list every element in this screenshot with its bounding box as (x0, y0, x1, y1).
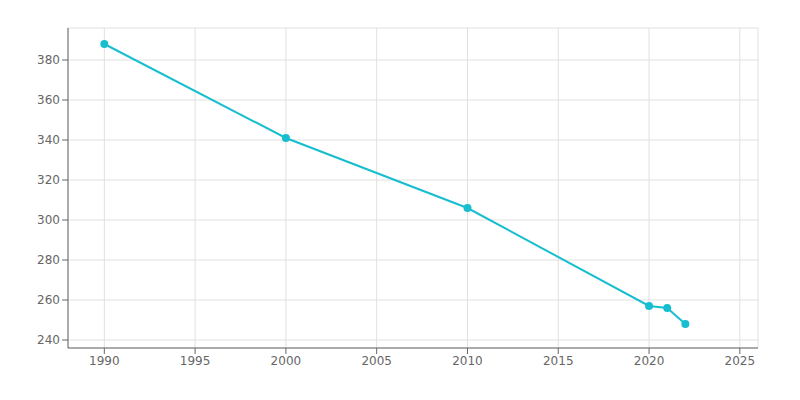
svg-text:360: 360 (37, 93, 60, 107)
svg-text:240: 240 (37, 333, 60, 347)
svg-text:300: 300 (37, 213, 60, 227)
svg-text:2010: 2010 (452, 354, 483, 368)
svg-text:1990: 1990 (89, 354, 120, 368)
svg-text:280: 280 (37, 253, 60, 267)
svg-text:1995: 1995 (180, 354, 211, 368)
svg-text:2025: 2025 (725, 354, 756, 368)
svg-text:2005: 2005 (361, 354, 392, 368)
svg-text:320: 320 (37, 173, 60, 187)
svg-text:260: 260 (37, 293, 60, 307)
svg-text:340: 340 (37, 133, 60, 147)
svg-text:2000: 2000 (271, 354, 302, 368)
svg-text:380: 380 (37, 53, 60, 67)
svg-text:2020: 2020 (634, 354, 665, 368)
svg-text:2015: 2015 (543, 354, 574, 368)
